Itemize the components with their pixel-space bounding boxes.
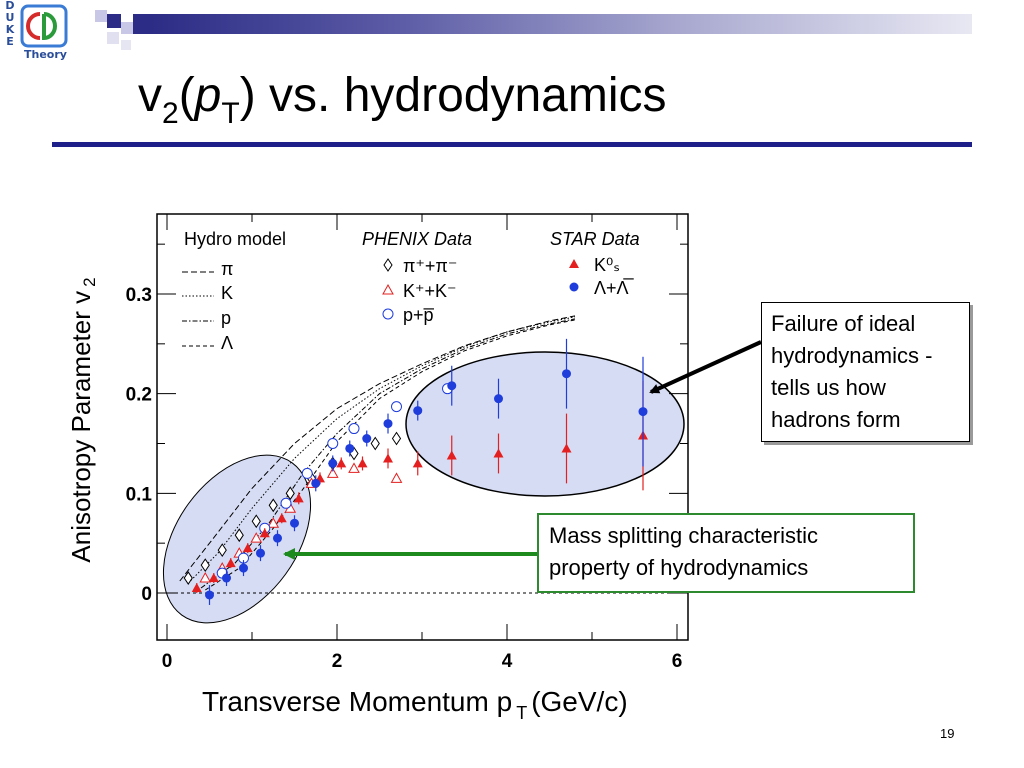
data-point-s4 <box>412 458 423 468</box>
data-point-s2 <box>199 572 212 583</box>
data-point-s2 <box>326 467 339 478</box>
data-point-s5 <box>256 548 265 558</box>
legend-star-label: K⁰ₛ <box>594 255 620 275</box>
data-point-s5 <box>383 419 393 429</box>
data-point-s5 <box>362 434 372 444</box>
data-point-s3 <box>348 423 360 435</box>
data-point-s4 <box>208 573 219 583</box>
data-point-s1 <box>217 543 227 558</box>
x-tick-label: 0 <box>162 651 173 672</box>
data-point-s4 <box>191 583 202 593</box>
data-point-s2 <box>348 462 360 473</box>
data-point-s1 <box>251 514 261 529</box>
x-tick-label: 6 <box>672 651 683 672</box>
data-point-s1 <box>285 486 295 501</box>
hydro-curve-4 <box>205 319 576 591</box>
legend-phenix-marker <box>382 308 394 320</box>
legend-phenix-marker <box>383 258 393 272</box>
legend-hydro-label: Λ <box>221 333 233 353</box>
data-point-s2 <box>250 532 263 543</box>
y-tick-label: 0.1 <box>126 484 153 505</box>
legend-hydro-label: p <box>221 308 231 328</box>
mass-splitting-callout: Mass splitting characteristic property o… <box>537 513 915 593</box>
data-point-s3 <box>391 401 402 413</box>
data-point-s4 <box>276 513 287 523</box>
page-title: v2(pT) vs. hydrodynamics <box>138 69 667 130</box>
page-number: 19 <box>940 726 955 741</box>
data-point-s3 <box>301 467 313 479</box>
data-point-s5 <box>328 458 338 468</box>
data-point-s4 <box>561 443 572 453</box>
data-point-s5 <box>345 443 355 453</box>
failure-callout: Failure of ideal hydrodynamics - tells u… <box>761 302 970 442</box>
header-decoration <box>95 10 150 50</box>
y-axis-label: Anisotropy Parameter v2 <box>66 277 99 563</box>
header-bar <box>150 14 972 34</box>
logo-text: Theory <box>24 48 67 61</box>
data-point-s5 <box>239 563 248 573</box>
data-point-s1 <box>234 528 244 543</box>
data-point-s1 <box>200 558 210 572</box>
data-point-s4 <box>383 453 393 463</box>
x-tick-label: 2 <box>332 651 343 672</box>
cd-logo-icon <box>20 4 68 48</box>
failure-arrow <box>649 340 762 394</box>
data-point-s4 <box>259 528 270 538</box>
data-point-s1 <box>370 436 380 451</box>
data-point-s1 <box>268 498 278 513</box>
data-point-s5 <box>311 478 321 488</box>
data-point-s5 <box>413 406 423 416</box>
x-tick-label: 4 <box>502 651 513 672</box>
logo-letters: D U K E <box>5 0 15 48</box>
data-point-s4 <box>357 458 368 468</box>
data-point-s5 <box>290 518 299 528</box>
data-point-s2 <box>390 472 403 483</box>
data-point-s4 <box>493 448 504 458</box>
hydro-curve-1 <box>179 315 576 582</box>
legend-hydro-label: π <box>221 259 233 279</box>
data-point-s5 <box>562 369 571 379</box>
x-axis-label: Transverse Momentum p T (GeV/c) <box>202 686 628 723</box>
legend-star-marker <box>569 259 579 268</box>
legend-hydro-title: Hydro model <box>184 229 286 249</box>
data-point-s5 <box>273 533 282 543</box>
data-point-s5 <box>205 590 214 600</box>
legend-hydro-label: K <box>221 283 233 303</box>
data-point-s3 <box>280 497 292 509</box>
legend-star-title: STAR Data <box>550 229 640 249</box>
title-underline <box>52 142 972 147</box>
data-point-s4 <box>293 493 304 503</box>
high-pt-ellipse <box>405 351 685 497</box>
y-tick-label: 0.3 <box>126 285 152 306</box>
data-point-s3 <box>327 438 339 449</box>
legend-phenix-title: PHENIX Data <box>362 229 472 249</box>
legend-phenix-label: K⁺+K⁻ <box>403 281 457 301</box>
y-tick-label: 0 <box>141 584 152 605</box>
data-point-s4 <box>446 450 457 460</box>
data-point-s5 <box>222 573 231 583</box>
data-point-s4 <box>336 458 347 468</box>
data-point-s5 <box>447 381 457 391</box>
y-tick-label: 0.2 <box>126 385 152 406</box>
data-point-s1 <box>183 571 193 585</box>
low-pt-ellipse <box>162 454 312 624</box>
data-point-s5 <box>494 394 503 404</box>
data-point-s1 <box>391 431 402 446</box>
legend-phenix-label: π⁺+π⁻ <box>403 256 457 276</box>
data-point-s4 <box>242 543 253 553</box>
data-point-s4 <box>225 558 236 568</box>
hydro-curve-2 <box>187 316 576 584</box>
legend-phenix-label: p+p̅ <box>403 305 435 325</box>
legend-star-label: Λ+Λ̅ <box>594 278 635 298</box>
data-point-s2 <box>267 517 280 528</box>
duke-theory-logo: D U K E Theory <box>2 0 74 66</box>
data-point-s5 <box>638 407 648 417</box>
legend-star-marker <box>569 282 579 292</box>
legend-phenix-marker <box>382 283 394 295</box>
